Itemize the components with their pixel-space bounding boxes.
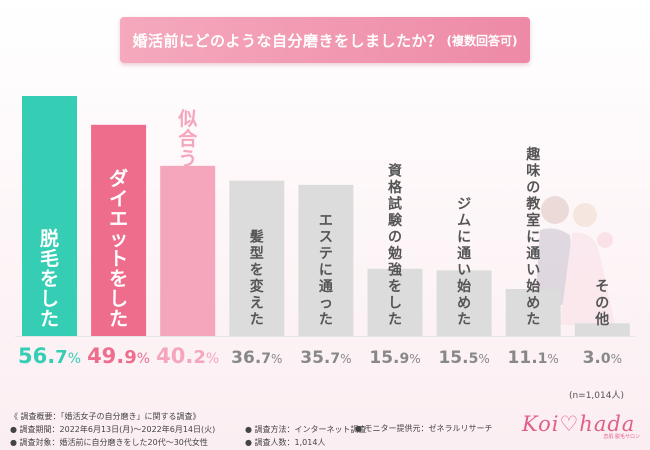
bar-1: [91, 124, 147, 336]
category-label-8: その他: [594, 279, 609, 328]
bar-5: [367, 268, 423, 336]
survey-target: ● 調査対象：婚活前に自分磨きをした20代〜30代女性: [10, 438, 208, 447]
value-label-4: 35.7%: [300, 348, 351, 368]
value-label-3: 36.7%: [231, 348, 282, 368]
overview-heading: 《 調査概要：「婚活女子の自分磨き」に関する調査》: [10, 412, 201, 421]
value-label-7: 11.1%: [508, 348, 559, 368]
bar-3: [229, 180, 285, 336]
bar-8: [574, 323, 630, 336]
survey-count: ● 調査人数：1,014人: [245, 438, 326, 447]
category-label-0: 脱毛をした: [40, 227, 59, 330]
value-label-5: 15.9%: [369, 348, 420, 368]
category-label-3: 髪型を変えた: [249, 229, 264, 329]
value-label-0: 56.7%: [18, 344, 81, 368]
chart-title: 婚活前にどのような自分磨きをしましたか？: [132, 31, 443, 50]
category-label-5: 資格試験の勉強をした: [387, 163, 403, 329]
bar-0: [22, 96, 77, 336]
value-label-1: 49.9%: [87, 344, 150, 368]
bar-6: [436, 270, 492, 336]
survey-period: ● 調査期間：2022年6月13日(月)〜2022年6月14日(火): [10, 425, 216, 434]
sample-size: (n=1,014人): [568, 391, 624, 401]
koihada-logo: Koi♡hada 恋肌 脱毛サロン: [522, 412, 640, 442]
survey-overview: 《 調査概要：「婚活女子の自分磨き」に関する調査》 ● 調査期間：2022年6月…: [10, 410, 215, 449]
logo-text: Koi♡hada: [522, 412, 636, 436]
bar-4: [298, 184, 354, 336]
category-label-1: ダイエットをした: [109, 167, 128, 330]
category-label-4: エステに通った: [319, 213, 333, 328]
value-label-8: 3.0%: [583, 348, 622, 368]
bar-2: [160, 165, 216, 336]
chart-subtitle: (複数回答可): [446, 33, 518, 48]
value-label-2: 40.2%: [156, 344, 219, 368]
value-label-6: 15.5%: [438, 348, 489, 368]
category-label-2: 似合うメイクを練習した: [177, 108, 198, 330]
survey-method: ● 調査方法：インターネット調査: [245, 425, 367, 434]
bar-7: [505, 289, 561, 336]
survey-provider: ● モニター提供元：ゼネラルリサーチ: [355, 424, 493, 433]
chart-title-banner: 婚活前にどのような自分磨きをしましたか？ (複数回答可): [120, 17, 530, 63]
category-label-6: ジムに通い始めた: [457, 197, 471, 329]
couple-illustration: [535, 196, 615, 325]
survey-details: ● 調査方法：インターネット調査 ● 調査人数：1,014人: [245, 410, 367, 449]
logo-subtext: 恋肌 脱毛サロン: [603, 434, 640, 440]
category-label-7: 趣味の教室に通い始めた: [525, 146, 541, 328]
